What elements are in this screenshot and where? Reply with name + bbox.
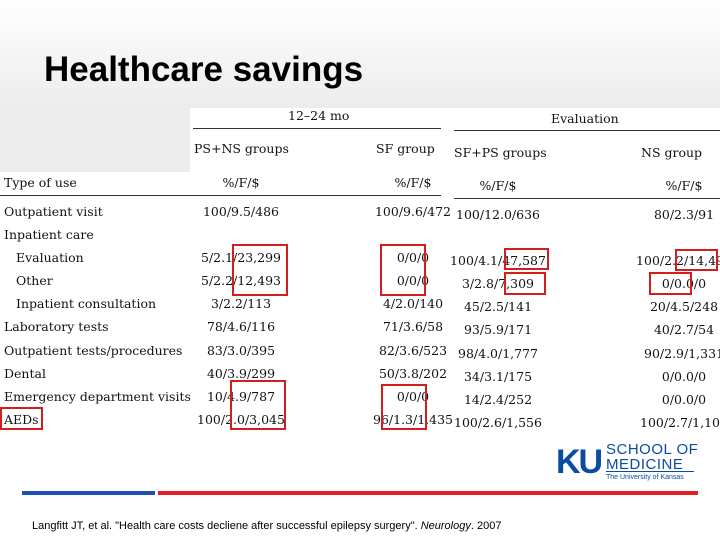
table-cell: 100/2.6/1,556 [454,415,542,430]
row-label: Emergency department visits [4,389,191,404]
row-label: Other [16,273,53,288]
cost-table: 12–24 mo Evaluation PS+NS groups SF grou… [0,108,720,430]
highlight-box [230,380,286,430]
citation-year: . 2007 [470,520,502,532]
citation: Langfitt JT, et al. "Health care costs d… [32,520,501,532]
table-cell: 0/0/0 [396,273,430,288]
period-header-evaluation: Evaluation [551,111,619,126]
ku-logo-divider [606,471,694,472]
table-cell: 93/5.9/171 [463,322,533,337]
table-cell: 80/2.3/91 [653,207,715,222]
table-cell: 96/1.3/1,435 [373,412,453,427]
unit-header-sf-ps: %/F/$ [479,178,517,193]
row-label: Inpatient care [4,227,94,242]
table-cell: 100/2.2/14,494 [636,253,720,268]
ku-logo-line2: MEDICINE [606,456,684,473]
table-cell: 5/2.1/23,299 [201,250,281,265]
table-cell: 78/4.6/116 [206,319,276,334]
highlight-box [232,244,288,296]
row-label: Inpatient consultation [16,296,157,311]
rule-header-right [454,198,720,199]
row-label: Outpatient visit [4,204,103,219]
table-cell: 98/4.0/1,777 [458,346,538,361]
table-cell: 3/2.2/113 [210,296,272,311]
row-label: Outpatient tests/procedures [4,343,183,358]
type-of-use-header: Type of use [4,175,77,190]
ku-logo-mark: KU [556,443,603,481]
table-cell: 83/3.0/395 [206,343,276,358]
table-cell: 100/12.0/636 [456,207,540,222]
table-cell: 10/4.9/787 [206,389,276,404]
group-header-sf: SF group [376,141,435,156]
unit-header-sf: %/F/$ [394,175,432,190]
row-label: Dental [4,366,46,381]
table-cell: 0/0.0/0 [661,276,707,291]
highlight-box [0,407,43,430]
period-header-12-24: 12–24 mo [288,108,350,123]
highlight-box [675,249,718,271]
table-cell: 0/0.0/0 [661,369,707,384]
table-cell: 3/2.8/7,309 [461,276,535,291]
table-cell: 45/2.5/141 [463,299,533,314]
table-cell: 100/4.1/47,587 [450,253,546,268]
unit-header-ps-ns: %/F/$ [222,175,260,190]
rule-header-left [0,195,441,196]
citation-text: Langfitt JT, et al. "Health care costs d… [32,520,421,532]
table-cell: 20/4.5/248 [649,299,719,314]
table-cell: 40/3.9/299 [206,366,276,381]
table-cell: 100/9.6/472 [374,204,452,219]
table-cell: 40/2.7/54 [653,322,715,337]
table-cell: 14/2.4/252 [463,392,533,407]
table-cell: 100/2.7/1,101 [640,415,720,430]
table-cell: 34/3.1/175 [463,369,533,384]
table-cell: 0/0/0 [396,389,430,404]
row-label: Evaluation [16,250,84,265]
table-cell: 0/0/0 [396,250,430,265]
group-header-ns: NS group [641,145,703,160]
row-label: AEDs [4,412,39,427]
citation-journal: Neurology [420,520,471,532]
rule-12-24 [193,128,441,129]
header-background [0,0,720,108]
slide-title: Healthcare savings [44,50,364,89]
highlight-box [381,384,427,430]
ku-logo-line1: SCHOOL OF [606,441,699,458]
unit-header-ns: %/F/$ [665,178,703,193]
highlight-box [504,272,546,295]
table-cell: 100/2.0/3,045 [197,412,285,427]
row-label: Laboratory tests [4,319,109,334]
table-cell: 71/3.6/58 [382,319,444,334]
table-cell: 82/3.6/523 [378,343,448,358]
header-gray-panel [0,108,190,172]
footer-bar-red [158,491,698,495]
rule-evaluation [454,130,720,131]
group-header-ps-ns: PS+NS groups [194,141,289,156]
table-cell: 0/0.0/0 [661,392,707,407]
ku-school-of-medicine-logo: KU SCHOOL OF MEDICINE The University of … [556,440,699,486]
highlight-box [380,244,426,296]
table-cell: 50/3.8/202 [378,366,448,381]
ku-logo-line3: The University of Kansas [606,474,684,481]
footer-bar-blue [22,491,155,495]
group-header-sf-ps: SF+PS groups [454,145,547,160]
table-cell: 100/9.5/486 [202,204,280,219]
table-cell: 4/2.0/140 [382,296,444,311]
table-cell: 90/2.9/1,331 [644,346,720,361]
highlight-box [649,272,692,295]
table-cell: 5/2.2/12,493 [201,273,281,288]
highlight-box [504,248,549,270]
